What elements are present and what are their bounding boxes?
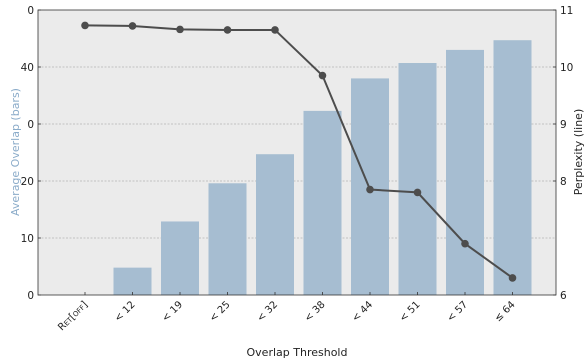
right-axis: 6 8 9 10 11 <box>553 5 573 302</box>
x-tick-label: < 38 <box>303 299 328 324</box>
y-right-tick-label: 10 <box>560 62 573 74</box>
bar <box>398 63 437 296</box>
left-axis: 0 10 20 0 40 0 <box>21 5 41 302</box>
y-left-tick-label: 40 <box>21 62 34 74</box>
x-tick-label: Ret[off] <box>56 299 90 333</box>
y-left-tick-label: 20 <box>21 176 34 188</box>
x-tick-label: < 19 <box>160 299 185 324</box>
x-tick-label: < 12 <box>113 299 138 324</box>
bar <box>256 154 294 295</box>
line-point <box>508 274 517 282</box>
y-left-tick-label: 0 <box>27 290 34 302</box>
x-tick-label: < 32 <box>255 299 280 324</box>
bar <box>303 110 342 295</box>
y-right-tick-label: 6 <box>560 290 567 302</box>
plot-frame <box>37 9 557 296</box>
x-axis-label: Overlap Threshold <box>247 346 348 359</box>
line-point <box>128 22 137 30</box>
line-point <box>271 26 279 34</box>
line-series <box>81 21 517 282</box>
bar <box>493 40 532 296</box>
bars <box>113 40 532 296</box>
x-tick-label: < 44 <box>350 299 375 324</box>
y-left-tick-label: 0 <box>27 5 34 17</box>
x-tick-label: < 51 <box>398 299 423 324</box>
y-right-tick-label: 8 <box>560 176 567 188</box>
line-point <box>413 188 422 197</box>
y-axis-left-label: Average Overlap (bars) <box>9 88 22 216</box>
x-axis: Ret[off] < 12 < 19 < 25 < 32 < 38 < 44 < 51 < 57… <box>56 292 518 333</box>
bar <box>446 49 484 296</box>
y-right-tick-label: 11 <box>560 5 573 17</box>
x-tick-label: < 57 <box>445 299 470 324</box>
y-axis-right-label: Perplexity (line) <box>572 109 585 195</box>
y-left-tick-label: 0 <box>27 119 34 131</box>
x-tick-label: < 25 <box>208 299 233 324</box>
bar <box>161 221 199 295</box>
bar <box>208 183 247 295</box>
bar <box>113 267 152 295</box>
line-point <box>366 185 374 194</box>
line-point <box>81 21 89 30</box>
line-point <box>223 26 232 34</box>
line-point <box>461 239 469 248</box>
perplexity-line <box>84 24 514 279</box>
line-point <box>318 71 327 80</box>
x-tick-label: ≤ 64 <box>493 299 518 324</box>
y-right-tick-label: 9 <box>560 119 567 131</box>
line-point <box>176 25 184 34</box>
y-left-tick-label: 10 <box>21 233 34 245</box>
